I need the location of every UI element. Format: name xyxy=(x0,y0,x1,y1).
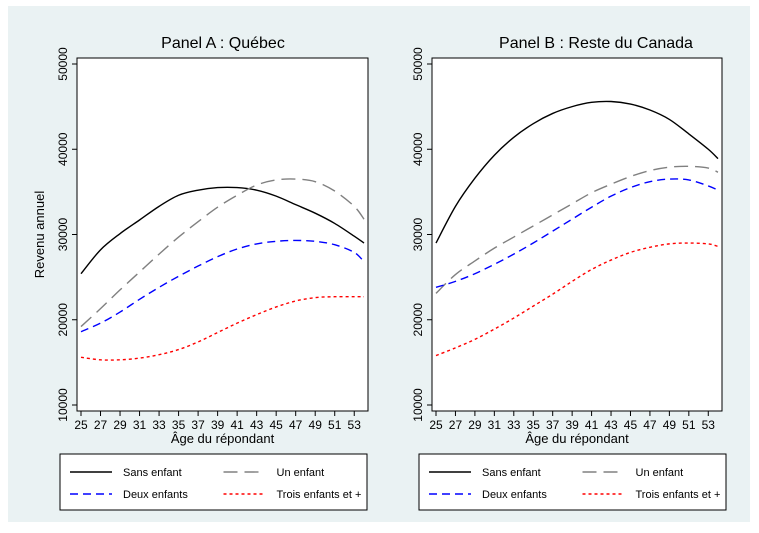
y-tick-label: 20000 xyxy=(56,303,70,337)
x-tick-label: 25 xyxy=(74,418,88,432)
series-line-deux-enfants xyxy=(435,178,719,289)
y-tick-label: 30000 xyxy=(411,217,425,251)
y-axis-label: Revenu annuel xyxy=(32,191,47,279)
y-tick-label: 20000 xyxy=(411,303,425,337)
series-line-sans-enfant xyxy=(435,100,719,244)
chart-title: Panel B : Reste du Canada xyxy=(499,35,693,52)
series-line-deux-enfants xyxy=(80,239,365,333)
chart-svg: Panel A : Québec 10000 20000 30000 40000 5000… xyxy=(32,35,727,511)
x-tick-label: 31 xyxy=(488,418,502,432)
y-tick-label: 40000 xyxy=(411,132,425,166)
x-axis-label: Âge du répondant xyxy=(171,431,275,446)
plot-area xyxy=(431,57,723,412)
series-line-un-enfant xyxy=(80,178,365,328)
y-tick-label: 30000 xyxy=(56,217,70,251)
legend: Sans enfant Un enfant Deux enfants Trois en… xyxy=(59,453,368,511)
y-tick-label: 40000 xyxy=(56,132,70,166)
x-tick-label: 45 xyxy=(624,418,638,432)
legend-label: Sans enfant xyxy=(123,467,182,479)
x-tick-label: 27 xyxy=(449,418,463,432)
panel-b: Panel B : Reste du Canada 10000 20000 30000… xyxy=(411,35,727,511)
x-tick-label: 33 xyxy=(507,418,521,432)
x-tick-label: 43 xyxy=(604,418,618,432)
x-tick-label: 51 xyxy=(682,418,696,432)
x-tick-label: 39 xyxy=(211,418,225,432)
legend-label: Trois enfants et + xyxy=(636,489,721,501)
y-tick-label: 50000 xyxy=(411,47,425,81)
x-tick-label: 35 xyxy=(527,418,541,432)
panel-a: Panel A : Québec 10000 20000 30000 40000 5000… xyxy=(32,35,369,511)
legend-box xyxy=(59,453,368,511)
x-tick-label: 29 xyxy=(113,418,127,432)
legend: Sans enfant Un enfant Deux enfants Trois en… xyxy=(418,453,727,511)
x-tick-label: 41 xyxy=(230,418,244,432)
x-tick-label: 43 xyxy=(250,418,264,432)
legend-label: Deux enfants xyxy=(123,489,188,501)
legend-label: Un enfant xyxy=(277,467,325,479)
x-tick-label: 49 xyxy=(309,418,323,432)
legend-label: Sans enfant xyxy=(482,467,541,479)
series-line-un-enfant xyxy=(435,165,719,294)
series-line-sans-enfant xyxy=(80,186,365,275)
x-tick-label: 29 xyxy=(468,418,482,432)
legend-label: Deux enfants xyxy=(482,489,547,501)
x-tick-label: 37 xyxy=(546,418,560,432)
series-line-trois-enfants-et- xyxy=(80,295,364,361)
series-line-trois-enfants-et- xyxy=(435,242,719,357)
y-tick-label: 10000 xyxy=(411,388,425,422)
y-tick-label: 10000 xyxy=(56,388,70,422)
x-tick-label: 53 xyxy=(348,418,362,432)
x-tick-label: 27 xyxy=(94,418,108,432)
x-tick-label: 49 xyxy=(663,418,677,432)
x-tick-label: 45 xyxy=(269,418,283,432)
x-tick-label: 53 xyxy=(702,418,716,432)
x-tick-label: 41 xyxy=(585,418,599,432)
chart-title: Panel A : Québec xyxy=(161,35,285,52)
x-tick-label: 31 xyxy=(133,418,147,432)
x-tick-label: 47 xyxy=(289,418,303,432)
legend-label: Trois enfants et + xyxy=(277,489,362,501)
y-tick-label: 50000 xyxy=(56,47,70,81)
x-tick-label: 51 xyxy=(328,418,342,432)
x-axis-label: Âge du répondant xyxy=(525,431,629,446)
legend-label: Un enfant xyxy=(636,467,684,479)
figure-background: Panel A : Québec 10000 20000 30000 40000 5000… xyxy=(8,6,750,522)
x-tick-label: 37 xyxy=(191,418,205,432)
x-tick-label: 33 xyxy=(152,418,166,432)
legend-box xyxy=(418,453,727,511)
x-tick-label: 47 xyxy=(643,418,657,432)
plot-area xyxy=(76,57,369,412)
x-tick-label: 39 xyxy=(565,418,579,432)
x-tick-label: 35 xyxy=(172,418,186,432)
x-tick-label: 25 xyxy=(429,418,443,432)
